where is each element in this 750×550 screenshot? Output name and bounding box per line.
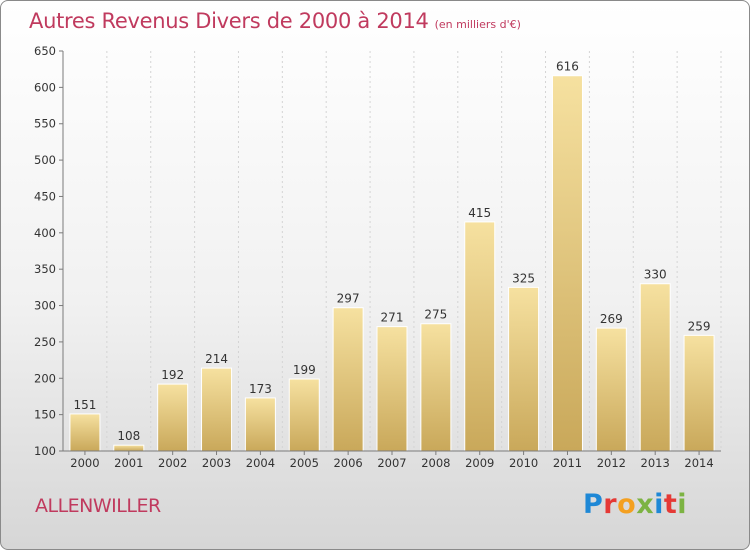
- bar-value-label: 297: [337, 292, 360, 306]
- logo-letter: P: [583, 489, 604, 520]
- x-tick-label: 2009: [465, 456, 494, 470]
- x-tick-label: 2012: [597, 456, 626, 470]
- logo-letter: t: [663, 489, 678, 520]
- bar: [508, 286, 540, 452]
- bar-value-label: 173: [249, 382, 272, 396]
- bar: [639, 283, 671, 452]
- x-tick-label: 2000: [70, 456, 99, 470]
- logo-letter: o: [617, 489, 637, 520]
- bar-value-label: 214: [205, 352, 228, 366]
- bar: [244, 397, 276, 452]
- bar: [69, 413, 101, 452]
- bar-value-label: 330: [644, 268, 667, 282]
- logo-letter: i: [677, 489, 688, 520]
- x-tick-label: 2003: [202, 456, 231, 470]
- x-tick-label: 2006: [333, 456, 362, 470]
- logo-letter: r: [603, 489, 618, 520]
- logo-letter: i: [654, 489, 664, 520]
- bar: [464, 221, 496, 452]
- x-tick-label: 2007: [377, 456, 406, 470]
- bar-value-label: 269: [600, 312, 623, 326]
- logo-letter: x: [636, 489, 655, 520]
- bar-value-label: 259: [688, 319, 711, 333]
- x-tick-label: 2010: [509, 456, 538, 470]
- bar-value-label: 271: [381, 311, 404, 325]
- y-tick-label: 250: [34, 335, 56, 349]
- x-tick-label: 2011: [553, 456, 582, 470]
- bar: [113, 444, 145, 452]
- bar: [376, 326, 408, 452]
- bar-value-label: 325: [512, 271, 535, 285]
- y-tick-label: 650: [34, 44, 56, 58]
- place-name: ALLENWILLER: [35, 495, 161, 517]
- bar-value-label: 415: [468, 206, 491, 220]
- y-tick-label: 100: [34, 444, 56, 458]
- bar-value-label: 192: [161, 368, 184, 382]
- bar: [420, 323, 452, 452]
- y-tick-label: 150: [34, 408, 56, 422]
- bar: [288, 378, 320, 452]
- y-tick-label: 200: [34, 371, 56, 385]
- x-tick-label: 2013: [641, 456, 670, 470]
- bar-value-label: 616: [556, 60, 579, 74]
- y-tick-label: 550: [34, 117, 56, 131]
- chart-title: Autres Revenus Divers de 2000 à 2014 (en …: [29, 9, 521, 33]
- bar: [157, 383, 189, 452]
- y-tick-label: 600: [34, 80, 56, 94]
- x-tick-label: 2005: [290, 456, 319, 470]
- y-tick-label: 300: [34, 299, 56, 313]
- y-tick-label: 500: [34, 153, 56, 167]
- x-tick-label: 2004: [246, 456, 275, 470]
- y-tick-label: 400: [34, 226, 56, 240]
- bar: [201, 367, 233, 452]
- y-tick-label: 350: [34, 262, 56, 276]
- bar-value-label: 275: [424, 308, 447, 322]
- y-tick-label: 450: [34, 189, 56, 203]
- bar-value-label: 108: [117, 429, 140, 443]
- bar: [551, 75, 583, 452]
- bar: [332, 307, 364, 452]
- bar-value-label: 151: [73, 398, 96, 412]
- proxiti-logo[interactable]: Proxiti: [583, 489, 687, 520]
- x-tick-label: 2001: [114, 456, 143, 470]
- x-tick-label: 2014: [684, 456, 713, 470]
- bar: [683, 334, 715, 452]
- chart-subtitle: (en milliers d'€): [434, 18, 521, 31]
- x-tick-label: 2008: [421, 456, 450, 470]
- bar: [595, 327, 627, 452]
- x-tick-label: 2002: [158, 456, 187, 470]
- bar-value-label: 199: [293, 363, 316, 377]
